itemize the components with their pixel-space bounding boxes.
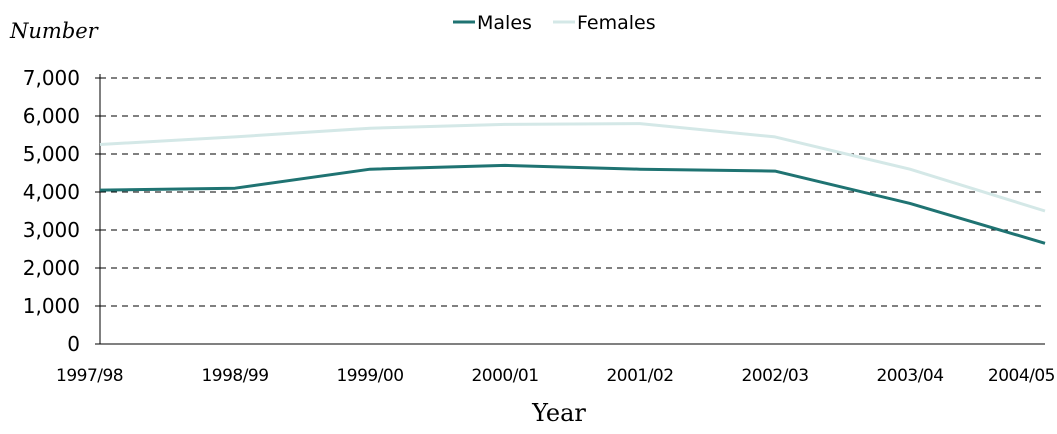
y-tick-label: 3,000 [23, 218, 80, 242]
y-tick-label: 6,000 [23, 104, 80, 128]
x-axis-title: Year [531, 399, 586, 427]
y-axis-title: Number [9, 19, 100, 43]
x-tick-labels: 1997/98 1998/99 1999/00 2000/01 2001/02 2002/… [56, 366, 1056, 386]
y-tick-labels: 0 1,000 2,000 3,000 4,000 5,000 6,000 7,000 [23, 66, 80, 356]
x-tick-label: 2002/03 [741, 366, 808, 386]
y-tick-label: 2,000 [23, 256, 80, 280]
x-tick-label: 1999/00 [336, 366, 403, 386]
axes [95, 74, 1045, 345]
x-tick-label: 2003/04 [876, 366, 943, 386]
x-tick-label: 2004/05 [988, 366, 1055, 386]
legend: Males Females [453, 12, 656, 34]
y-tick-label: 7,000 [23, 66, 80, 90]
y-tick-label: 4,000 [23, 180, 80, 204]
x-tick-label: 2000/01 [471, 366, 538, 386]
legend-label-females: Females [577, 12, 656, 34]
series-line-females [99, 122, 1046, 213]
x-tick-label: 1998/99 [201, 366, 268, 386]
x-tick-label: 2001/02 [606, 366, 673, 386]
series-lines [99, 122, 1046, 245]
y-tick-label: 0 [67, 332, 80, 356]
series-line-males [99, 163, 1046, 245]
x-tick-label: 1997/98 [56, 366, 123, 386]
gridlines [100, 77, 1045, 307]
legend-label-males: Males [477, 12, 532, 34]
y-tick-label: 5,000 [23, 142, 80, 166]
y-tick-label: 1,000 [23, 294, 80, 318]
